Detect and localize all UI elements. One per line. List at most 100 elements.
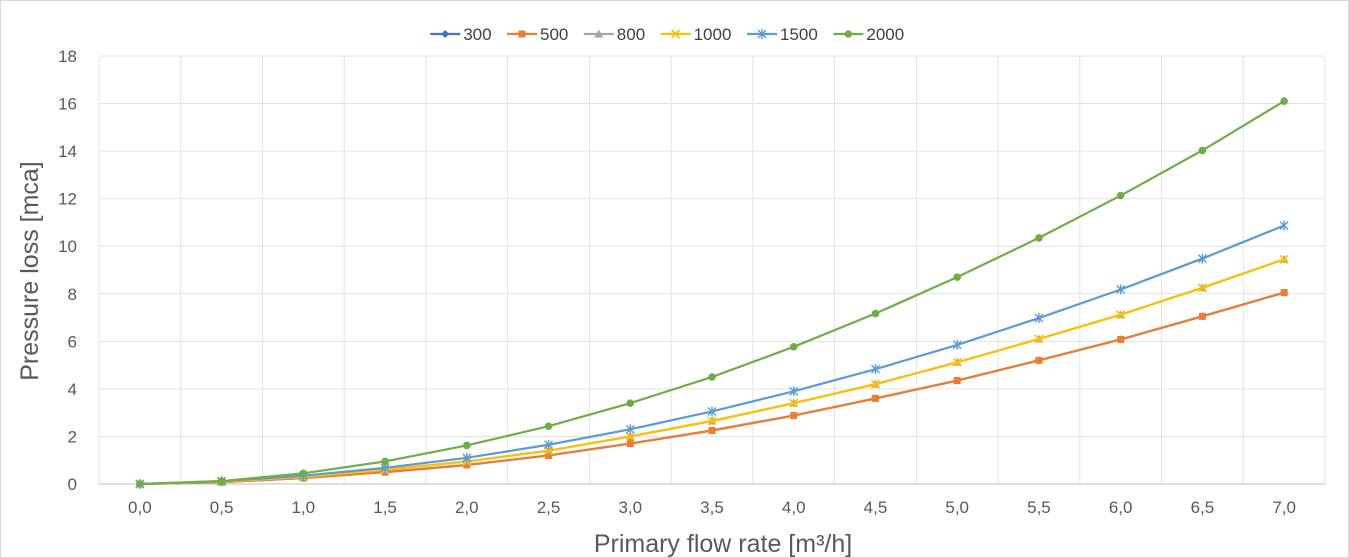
y-tick-label: 16 (58, 95, 77, 114)
legend-item-500: 500 (507, 25, 568, 44)
legend-marker (518, 30, 526, 38)
data-point (707, 406, 717, 417)
x-tick-label: 6,0 (1109, 498, 1133, 517)
legend-label: 800 (617, 25, 645, 44)
data-point (1116, 310, 1126, 320)
data-point (1280, 97, 1288, 105)
series-2000 (136, 97, 1288, 488)
legend-marker (757, 29, 767, 39)
data-point (789, 386, 799, 397)
x-tick-label: 3,5 (700, 498, 724, 517)
x-tick-label: 4,5 (864, 498, 888, 517)
series-800 (135, 254, 1289, 488)
y-tick-label: 14 (58, 142, 77, 161)
series-layer (135, 97, 1289, 489)
data-point (1034, 334, 1044, 344)
data-point (463, 461, 471, 469)
data-point (1198, 312, 1206, 320)
data-point (1116, 284, 1126, 295)
data-point (870, 364, 880, 375)
data-point (462, 452, 472, 463)
data-point (952, 339, 962, 350)
y-tick-label: 2 (68, 427, 77, 446)
data-point (952, 357, 962, 367)
legend-item-1500: 1500 (747, 25, 818, 44)
x-tick-label: 4,0 (782, 498, 806, 517)
legend-item-1000: 1000 (660, 25, 732, 44)
y-tick-label: 6 (68, 332, 77, 351)
legend-item-2000: 2000 (833, 25, 904, 44)
data-point (1279, 220, 1289, 231)
data-point (870, 379, 881, 389)
data-point (1117, 335, 1125, 343)
legend-label: 2000 (866, 25, 904, 44)
legend-marker (844, 30, 853, 38)
data-point (463, 441, 471, 450)
series-500 (136, 289, 1288, 488)
axes: 0 2 4 6 8 10 12 14 16 18 0,0 0,5 1,0 1,5 2,0 2,5 3,0 3,5 4… (58, 47, 1325, 517)
legend-label: 500 (540, 25, 568, 44)
data-point (1197, 253, 1207, 264)
x-tick-label: 7,0 (1272, 498, 1296, 517)
legend-label: 1500 (780, 25, 818, 44)
data-point (707, 416, 717, 426)
x-tick-label: 0,5 (210, 498, 234, 517)
x-tick-label: 2,0 (455, 498, 479, 517)
data-point (953, 377, 961, 385)
data-point (1197, 283, 1207, 293)
series-line-500 (139, 291, 1285, 486)
data-point (1035, 356, 1043, 364)
series-line-1500 (139, 224, 1285, 486)
legend-item-800: 800 (583, 25, 645, 44)
data-point (708, 427, 716, 434)
legend: 300 500 800 1000 1500 2000 (430, 25, 904, 44)
data-point (1280, 289, 1288, 297)
data-point (708, 373, 716, 381)
data-point (789, 398, 799, 408)
x-tick-label: 0,0 (128, 498, 152, 517)
data-point (626, 440, 634, 448)
y-tick-label: 12 (58, 190, 77, 209)
x-tick-label: 5,0 (945, 498, 969, 517)
data-point (1116, 191, 1125, 200)
data-point (136, 480, 144, 488)
data-point (544, 439, 554, 450)
data-point (953, 273, 961, 281)
y-tick-label: 8 (68, 285, 77, 304)
data-point (626, 399, 635, 407)
data-point (790, 412, 798, 420)
x-tick-label: 5,5 (1027, 498, 1051, 517)
data-point (545, 451, 553, 459)
y-tick-label: 18 (58, 47, 77, 66)
series-line-300 (139, 291, 1285, 486)
grid (98, 55, 1326, 484)
x-tick-label: 2,5 (537, 498, 561, 517)
x-tick-label: 3,0 (618, 498, 642, 517)
y-tick-label: 0 (68, 475, 77, 494)
x-tick-label: 1,0 (292, 498, 316, 517)
y-tick-label: 10 (58, 237, 77, 256)
data-point (544, 422, 553, 431)
x-tick-label: 6,5 (1191, 498, 1215, 517)
series-1500 (135, 220, 1289, 489)
legend-marker (441, 30, 450, 38)
data-point (1198, 146, 1207, 155)
data-point (381, 457, 389, 466)
x-axis-title: Primary flow rate [m³/h] (594, 530, 852, 557)
x-tick-label: 1,5 (373, 498, 397, 517)
data-point (299, 469, 308, 478)
data-point (625, 431, 635, 442)
data-point (217, 477, 226, 485)
legend-marker (671, 29, 681, 39)
data-point (789, 343, 798, 351)
legend-marker (594, 29, 604, 38)
data-point (1279, 254, 1289, 264)
legend-label: 1000 (694, 25, 732, 44)
legend-item-300: 300 (430, 25, 492, 44)
data-point (625, 424, 635, 435)
y-tick-label: 4 (68, 380, 77, 399)
data-point (871, 394, 879, 402)
series-1000 (135, 254, 1289, 489)
